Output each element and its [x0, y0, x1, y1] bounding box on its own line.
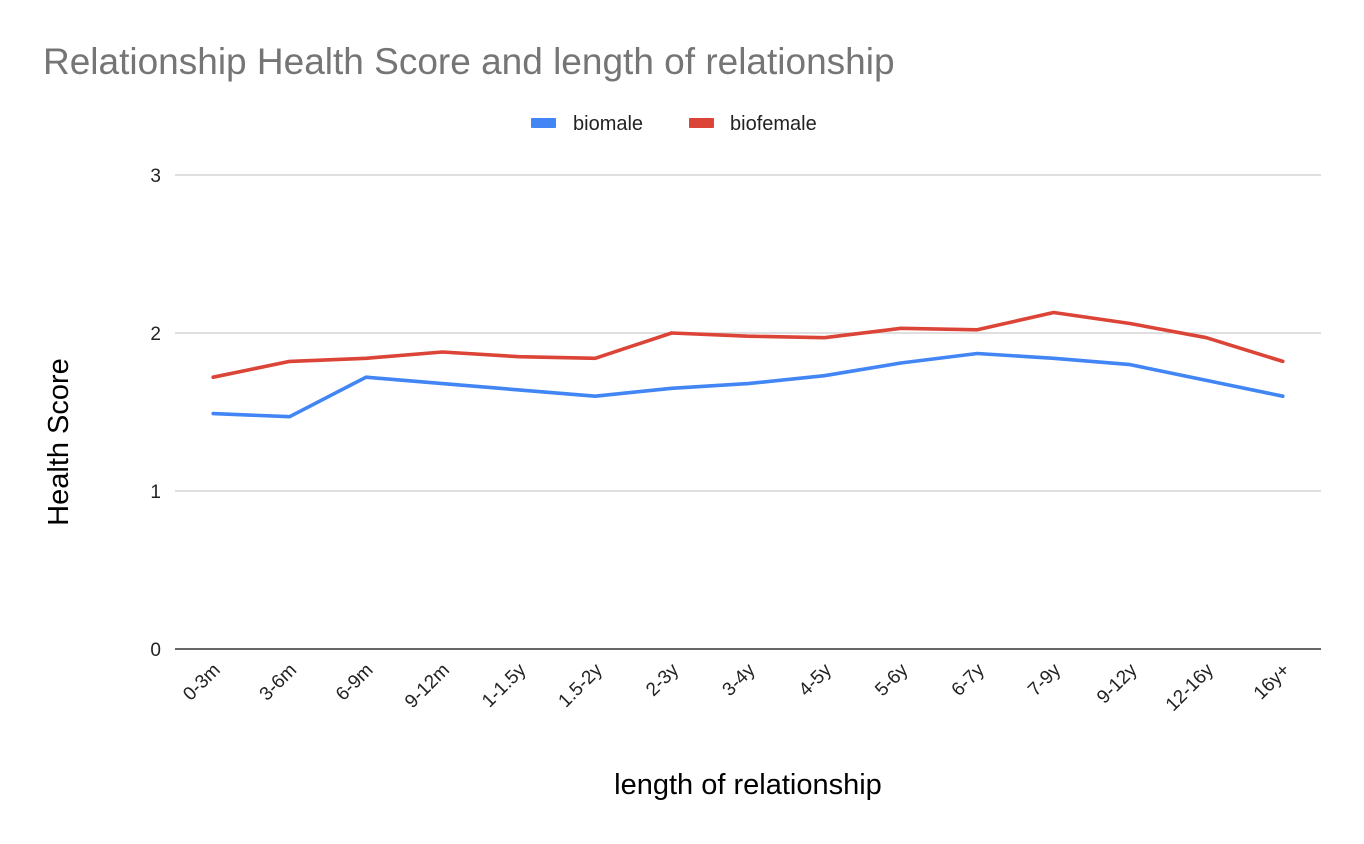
x-tick-label: 2-3y	[642, 659, 683, 700]
series-line-biomale	[211, 351, 1285, 419]
legend: biomale biofemale	[531, 113, 817, 135]
x-tick-label: 7-9y	[1024, 659, 1065, 700]
y-axis-ticks: 0 1 2 3	[150, 166, 161, 661]
legend-swatch-biofemale	[689, 118, 714, 128]
legend-label-biofemale: biofemale	[730, 113, 817, 135]
gridlines	[175, 174, 1321, 650]
x-tick-label: 1-1.5y	[478, 659, 531, 712]
x-tick-label: 9-12m	[401, 660, 454, 713]
legend-swatch-biomale	[531, 118, 556, 128]
x-tick-label: 5-6y	[871, 659, 912, 700]
x-tick-label: 0-3m	[179, 660, 224, 705]
x-tick-label: 12-16y	[1162, 659, 1218, 715]
x-tick-label: 1.5-2y	[555, 659, 608, 712]
x-tick-label: 16y+	[1250, 660, 1294, 704]
y-tick-label: 0	[150, 640, 161, 661]
y-axis-title: Health Score	[43, 358, 75, 526]
x-axis-ticks: 0-3m 3-6m 6-9m 9-12m 1-1.5y 1.5-2y 2-3y 3-4y 4-5…	[179, 659, 1294, 715]
x-tick-label: 3-4y	[719, 659, 760, 700]
series-line-biofemale	[211, 310, 1285, 380]
series-lines	[211, 310, 1285, 419]
x-tick-label: 6-7y	[948, 659, 989, 700]
y-tick-label: 3	[150, 166, 161, 187]
x-tick-label: 6-9m	[332, 660, 377, 705]
x-tick-label: 4-5y	[795, 659, 836, 700]
chart-title: Relationship Health Score and length of …	[43, 41, 895, 82]
x-tick-label: 9-12y	[1093, 659, 1142, 708]
legend-label-biomale: biomale	[573, 113, 643, 135]
y-tick-label: 1	[150, 482, 161, 503]
x-tick-label: 3-6m	[256, 660, 301, 705]
y-tick-label: 2	[150, 324, 161, 345]
x-axis-title: length of relationship	[614, 769, 882, 801]
